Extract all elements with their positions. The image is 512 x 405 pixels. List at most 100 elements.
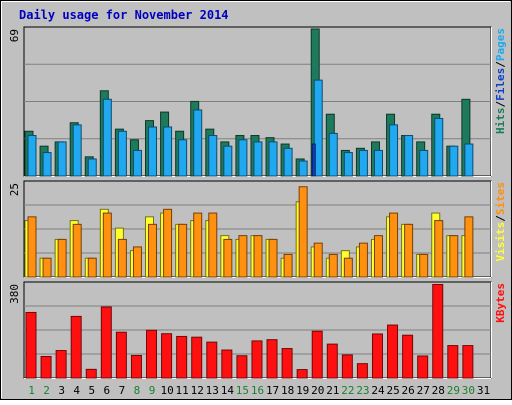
legend-entry: Sites [494, 182, 507, 215]
bar-files-day-22 [343, 152, 353, 177]
bar-sites-day-3 [57, 238, 67, 278]
bar-sites-day-1 [27, 216, 37, 278]
bar-kbytes-day-11 [176, 335, 188, 379]
legend-separator: / [494, 61, 507, 68]
bar-files-day-19 [298, 160, 308, 177]
panel-visits_sites: 25 Visits/Sites [8, 180, 507, 278]
bar-files-day-9 [148, 126, 158, 177]
legend-separator: / [494, 101, 507, 108]
x-tick-label: 22 [341, 384, 354, 397]
bar-kbytes-day-27 [417, 355, 429, 379]
bar-kbytes-day-17 [266, 339, 278, 379]
x-tick-label: 15 [236, 384, 249, 397]
bar-kbytes-day-10 [161, 333, 173, 379]
legend-visits_sites: Visits/Sites [494, 182, 507, 262]
x-tick-label: 6 [104, 384, 111, 397]
bar-sites-day-14 [223, 238, 233, 278]
panel-kbytes: 380 KBytes [8, 281, 507, 379]
bar-kbytes-day-9 [146, 329, 158, 379]
bar-files-day-18 [283, 147, 293, 177]
bar-files-day-17 [268, 141, 278, 177]
bar-sites-day-19 [298, 186, 308, 278]
bar-files-day-8 [132, 149, 142, 177]
bar-sites-day-24 [373, 235, 383, 278]
bar-files-day-7 [117, 130, 127, 177]
bar-sites-day-28 [434, 220, 444, 278]
bar-kbytes-day-29 [447, 345, 459, 379]
bar-kbytes-day-19 [296, 369, 308, 379]
bar-files-day-2 [42, 152, 52, 177]
x-tick-label: 31 [477, 384, 490, 397]
x-tick-label: 14 [221, 384, 235, 397]
x-tick-label: 24 [371, 384, 385, 397]
bar-kbytes-day-18 [281, 348, 293, 379]
bar-files-day-12 [193, 109, 203, 177]
bar-kbytes-day-23 [356, 363, 368, 379]
bar-sites-day-18 [283, 253, 293, 278]
legend-entry: Pages [494, 28, 507, 61]
bar-kbytes-day-25 [387, 324, 399, 379]
bar-sites-day-9 [148, 223, 158, 278]
x-tick-label: 23 [356, 384, 369, 397]
bar-sites-day-30 [464, 216, 474, 278]
bar-kbytes-day-2 [40, 355, 52, 379]
bar-sites-day-2 [42, 257, 52, 278]
legend-hits_files_pages: Hits/Files/Pages [494, 28, 507, 134]
x-axis-tick-labels: 1 2 3 4 5 6 7 8 9 10 11 12 13 14 15 16 17 18 19 20 21 22 23 24 2… [28, 384, 490, 397]
bar-sites-day-20 [313, 242, 323, 278]
bar-sites-day-6 [102, 212, 112, 278]
bar-kbytes-day-1 [25, 311, 37, 379]
x-tick-label: 17 [266, 384, 279, 397]
x-tick-label: 19 [296, 384, 309, 397]
bar-kbytes-day-7 [115, 331, 127, 379]
bar-sites-day-26 [404, 223, 414, 278]
bar-files-day-14 [223, 145, 233, 177]
bar-files-day-25 [389, 124, 399, 177]
x-tick-label: 9 [149, 384, 156, 397]
chart-title: Daily usage for November 2014 [19, 8, 229, 22]
x-tick-label: 7 [119, 384, 126, 397]
bar-sites-day-7 [117, 238, 127, 278]
bar-sites-day-12 [193, 212, 203, 278]
bar-kbytes-day-4 [70, 315, 82, 379]
bar-files-day-20 [313, 79, 323, 177]
bar-sites-day-29 [449, 235, 459, 278]
x-tick-label: 27 [417, 384, 430, 397]
bar-sites-day-11 [178, 223, 188, 278]
bar-kbytes-day-24 [371, 333, 383, 379]
bar-sites-day-22 [343, 257, 353, 278]
x-tick-label: 10 [160, 384, 173, 397]
x-tick-label: 12 [191, 384, 204, 397]
x-tick-label: 13 [206, 384, 219, 397]
bar-kbytes-day-3 [55, 350, 67, 379]
x-tick-label: 30 [462, 384, 475, 397]
bar-kbytes-day-14 [221, 349, 233, 379]
bar-kbytes-day-30 [462, 345, 474, 379]
bar-sites-day-5 [87, 257, 97, 278]
x-tick-label: 21 [326, 384, 339, 397]
bar-kbytes-day-6 [100, 306, 112, 379]
x-tick-label: 1 [28, 384, 35, 397]
x-tick-label: 11 [176, 384, 189, 397]
bar-files-day-21 [328, 132, 338, 177]
y-max-label: 25 [8, 183, 21, 196]
bar-kbytes-day-28 [432, 283, 444, 379]
bar-kbytes-day-8 [130, 354, 142, 379]
bar-kbytes-day-5 [85, 368, 97, 379]
legend-separator: / [494, 215, 507, 222]
bar-files-day-23 [358, 149, 368, 177]
x-tick-label: 26 [402, 384, 415, 397]
bar-files-day-4 [72, 124, 82, 177]
x-tick-label: 2 [43, 384, 50, 397]
bar-files-day-27 [419, 149, 429, 177]
bar-kbytes-day-22 [341, 354, 353, 379]
bar-files-day-26 [404, 135, 414, 177]
bar-files-day-15 [238, 139, 248, 177]
legend-kbytes: KBytes [494, 283, 507, 323]
bar-files-day-13 [208, 135, 218, 177]
legend-entry: Files [494, 68, 507, 101]
x-tick-label: 25 [386, 384, 399, 397]
x-tick-label: 16 [251, 384, 264, 397]
